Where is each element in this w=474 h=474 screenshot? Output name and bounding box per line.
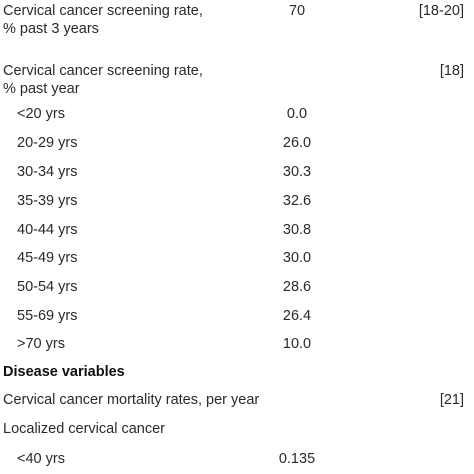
table-row: >70 yrs 10.0 — [0, 336, 474, 356]
table-row: <40 yrs 0.135 — [0, 451, 474, 471]
row-value: 0.0 — [286, 106, 308, 122]
row-reference: [21] — [439, 392, 464, 408]
section-heading: Disease variables — [0, 364, 474, 384]
table-row: Cervical cancer mortality rates, per yea… — [0, 392, 474, 412]
row-value: 26.4 — [282, 308, 312, 324]
table-row: Localized cervical cancer — [0, 421, 474, 441]
row-value: 28.6 — [282, 279, 312, 295]
row-value: 32.6 — [282, 193, 312, 209]
row-label: Cervical cancer mortality rates, per yea… — [3, 392, 260, 408]
row-label: 45-49 yrs — [17, 250, 78, 266]
row-value: 10.0 — [282, 336, 312, 352]
row-label: Localized cervical cancer — [3, 421, 165, 437]
row-label: Cervical cancer screening rate, — [3, 63, 203, 79]
row-label-line2: % past 3 years — [3, 21, 99, 37]
table-row: 35-39 yrs 32.6 — [0, 193, 474, 213]
table-row: 55-69 yrs 26.4 — [0, 308, 474, 328]
row-value: 70 — [288, 3, 306, 19]
row-label-line2: % past year — [3, 81, 80, 97]
row-reference: [18] — [439, 63, 464, 79]
row-label: <20 yrs — [17, 106, 65, 122]
row-label: <40 yrs — [17, 451, 65, 467]
table-row: 30-34 yrs 30.3 — [0, 164, 474, 184]
row-label: Cervical cancer screening rate, — [3, 3, 203, 19]
table-row: Cervical cancer screening rate, % past 3… — [0, 0, 474, 37]
table-row: 50-54 yrs 28.6 — [0, 279, 474, 299]
table-row: 40-44 yrs 30.8 — [0, 222, 474, 242]
row-label: 40-44 yrs — [17, 222, 78, 238]
row-label: 50-54 yrs — [17, 279, 78, 295]
row-value: 0.135 — [278, 451, 316, 467]
row-label: 30-34 yrs — [17, 164, 78, 180]
row-label: 20-29 yrs — [17, 135, 78, 151]
table-row: 45-49 yrs 30.0 — [0, 250, 474, 270]
row-reference: [18-20] — [418, 3, 464, 19]
row-value: 30.8 — [282, 222, 312, 238]
row-label: >70 yrs — [17, 336, 65, 352]
section-heading-label: Disease variables — [3, 364, 125, 380]
row-value: 30.3 — [282, 164, 312, 180]
table-row: 20-29 yrs 26.0 — [0, 135, 474, 155]
row-value: 30.0 — [282, 250, 312, 266]
table-row: <20 yrs 0.0 — [0, 106, 474, 126]
row-label: 55-69 yrs — [17, 308, 78, 324]
row-value: 26.0 — [282, 135, 312, 151]
table-row: Cervical cancer screening rate, % past y… — [0, 60, 474, 97]
row-label: 35-39 yrs — [17, 193, 78, 209]
